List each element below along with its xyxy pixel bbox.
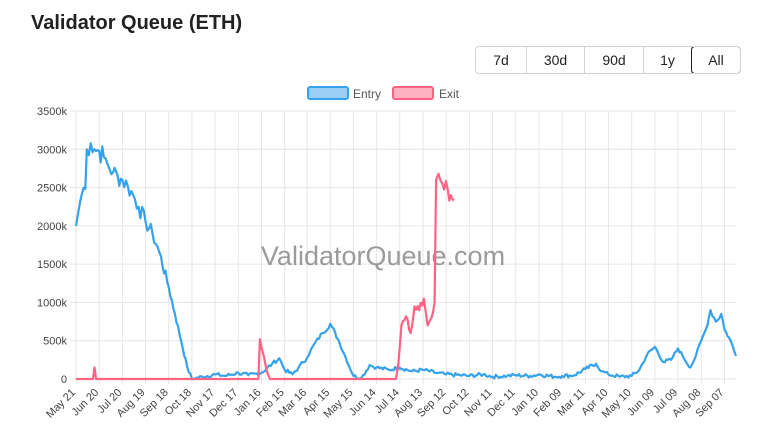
y-axis-ticks: 0 500k 1000k 1500k 2000k 2500k 3000k 3500k (37, 106, 67, 386)
range-all-button[interactable]: All (691, 47, 740, 73)
series-line-entry (74, 142, 738, 381)
legend-label-exit[interactable]: Exit (439, 87, 460, 101)
y-tick-label: 1500k (37, 259, 67, 271)
page-title: Validator Queue (ETH) (31, 12, 243, 34)
legend-swatch-entry[interactable] (307, 86, 349, 100)
chart-series (74, 142, 738, 381)
y-tick-label: 2000k (37, 221, 67, 233)
y-tick-label: 0 (61, 374, 67, 386)
legend-label-entry[interactable]: Entry (353, 87, 381, 101)
x-tick-label: May 21 (44, 387, 78, 421)
chart-legend: Entry Exit (307, 86, 460, 101)
y-tick-label: 3500k (37, 106, 67, 118)
series-line-exit (76, 172, 455, 381)
range-1y-button[interactable]: 1y (644, 47, 692, 73)
y-tick-label: 3000k (37, 144, 67, 156)
y-tick-label: 1000k (37, 297, 67, 309)
range-30d-button[interactable]: 30d (527, 47, 585, 73)
y-tick-label: 2500k (37, 183, 67, 195)
range-90d-button[interactable]: 90d (585, 47, 644, 73)
range-7d-button[interactable]: 7d (476, 47, 527, 73)
y-tick-label: 500k (43, 336, 67, 348)
legend-swatch-exit[interactable] (392, 86, 434, 100)
validator-queue-chart: Entry Exit 0 500k 1000k 1500k 2000k 2500k 3000k… (37, 86, 738, 421)
range-selector: 7d 30d 90d 1y All (475, 46, 741, 74)
watermark-text: ValidatorQueue.com (261, 241, 505, 271)
